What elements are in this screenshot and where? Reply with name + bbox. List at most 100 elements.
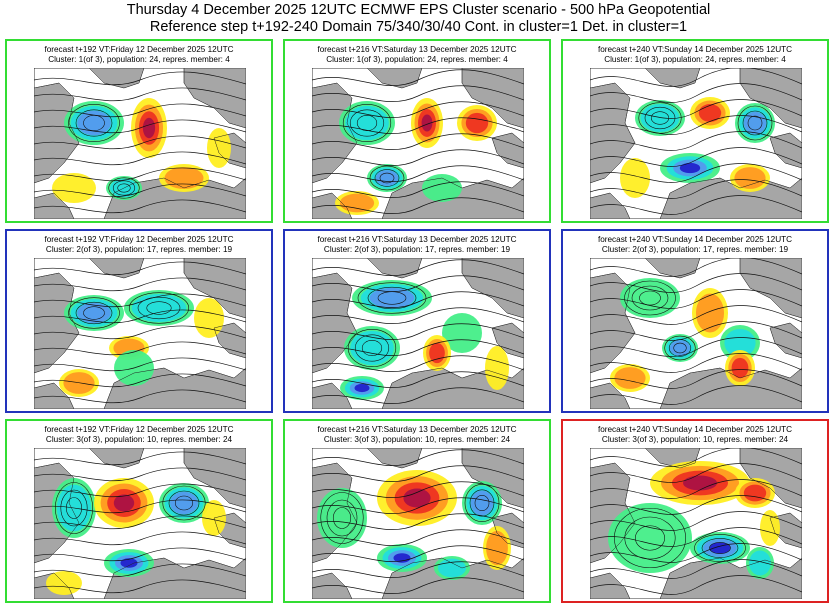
positive-anomaly-area <box>465 112 489 134</box>
geopotential-contour <box>312 339 524 356</box>
geopotential-contour <box>34 373 246 388</box>
geopotential-contour <box>34 119 246 134</box>
panel-cluster-caption: Cluster: 2(of 3), population: 17, repres… <box>45 245 233 254</box>
geopotential-contour <box>469 489 495 517</box>
cluster-panel: forecast t+240 VT:Sunday 14 December 202… <box>561 229 829 413</box>
positive-anomaly-area <box>52 173 96 203</box>
geopotential-contour <box>590 479 802 499</box>
geopotential-contour <box>168 490 200 516</box>
geopotential-contour <box>590 543 802 563</box>
geopotential-contour <box>590 179 802 199</box>
geopotential-contour <box>634 525 665 551</box>
panel-forecast-caption: forecast t+240 VT:Sunday 14 December 202… <box>597 425 793 434</box>
panel-cluster-caption: Cluster: 1(of 3), population: 24, repres… <box>604 55 786 64</box>
geopotential-contour <box>312 529 524 546</box>
geopotential-contour <box>590 463 802 483</box>
panel-forecast-caption: forecast t+192 VT:Friday 12 December 202… <box>44 45 234 54</box>
geopotential-contour <box>590 559 802 579</box>
panel-cluster-caption: Cluster: 1(of 3), population: 24, repres… <box>326 55 508 64</box>
negative-anomaly-area <box>669 340 691 356</box>
negative-anomaly-area <box>724 328 756 358</box>
panel-forecast-caption: forecast t+216 VT:Saturday 13 December 2… <box>317 45 517 54</box>
geopotential-contour <box>312 387 524 404</box>
panel-cluster-caption: Cluster: 3(of 3), population: 10, repres… <box>601 435 789 444</box>
negative-anomaly-area <box>679 162 701 174</box>
positive-anomaly-area <box>339 193 375 213</box>
geopotential-contour <box>590 321 802 341</box>
geopotential-contour <box>312 291 524 308</box>
negative-anomaly-area <box>170 491 198 515</box>
positive-anomaly-area <box>760 510 780 546</box>
positive-anomaly-area <box>113 494 135 512</box>
geopotential-contour <box>590 305 802 325</box>
geopotential-contour <box>379 172 395 184</box>
negative-anomaly-area <box>354 383 370 393</box>
geopotential-contour <box>75 301 113 325</box>
geopotential-contour <box>638 102 682 134</box>
panel-forecast-caption: forecast t+216 VT:Saturday 13 December 2… <box>317 425 517 434</box>
geopotential-contour <box>349 109 385 137</box>
positive-anomaly-area <box>142 117 156 139</box>
negative-anomaly-area <box>77 110 111 136</box>
geopotential-contour <box>34 325 246 340</box>
geopotential-contour <box>312 497 524 514</box>
negative-anomaly-area <box>608 503 692 573</box>
geopotential-contour <box>590 337 802 357</box>
geopotential-contour <box>34 547 246 562</box>
geopotential-contour <box>374 169 400 187</box>
geopotential-contour <box>128 292 190 324</box>
negative-anomaly-area <box>120 558 138 568</box>
geopotential-contour <box>312 513 524 530</box>
geopotential-contour <box>590 99 802 119</box>
positive-anomaly-area <box>207 128 231 168</box>
geopotential-map <box>34 68 246 219</box>
cluster-panel: forecast t+240 VT:Sunday 14 December 202… <box>561 419 829 603</box>
geopotential-contour <box>312 371 524 388</box>
negative-anomaly-area <box>375 170 399 186</box>
positive-anomaly-area <box>164 167 204 189</box>
positive-anomaly-area <box>734 167 766 189</box>
negative-anomaly-area <box>442 313 482 353</box>
positive-anomaly-area <box>695 293 725 333</box>
positive-anomaly-area <box>698 104 722 122</box>
geopotential-contour <box>590 369 802 389</box>
geopotential-contour <box>367 286 417 310</box>
panel-forecast-caption: forecast t+240 VT:Sunday 14 December 202… <box>597 45 793 54</box>
geopotential-contour <box>590 273 802 293</box>
panel-forecast-caption: forecast t+192 VT:Friday 12 December 202… <box>44 425 234 434</box>
positive-anomaly-area <box>429 342 445 364</box>
geopotential-contour <box>590 83 802 103</box>
negative-anomaly-area <box>345 105 389 141</box>
geopotential-contour <box>354 334 390 362</box>
geopotential-map <box>590 258 802 409</box>
geopotential-contour <box>312 307 524 324</box>
cluster-panel: forecast t+216 VT:Saturday 13 December 2… <box>283 419 551 603</box>
geopotential-contour <box>312 149 524 166</box>
geopotential-contour <box>320 492 364 544</box>
geopotential-contour <box>624 280 676 316</box>
geopotential-map <box>312 68 524 219</box>
geopotential-contour <box>34 293 246 308</box>
geopotential-contour <box>68 103 120 143</box>
positive-anomaly-area <box>485 346 509 390</box>
geopotential-contour <box>644 106 676 130</box>
geopotential-map <box>312 448 524 599</box>
panel-cluster-caption: Cluster: 2(of 3), population: 17, repres… <box>601 245 789 254</box>
geopotential-contour <box>312 561 524 578</box>
geopotential-contour <box>137 296 181 320</box>
geopotential-contour <box>312 545 524 562</box>
geopotential-map <box>34 448 246 599</box>
geopotential-contour <box>668 339 692 357</box>
geopotential-contour <box>624 516 676 560</box>
geopotential-contour <box>312 197 524 214</box>
geopotential-contour <box>54 482 94 534</box>
negative-anomaly-area <box>317 488 367 548</box>
geopotential-contour <box>312 275 524 292</box>
positive-anomaly-area <box>683 475 717 491</box>
geopotential-map <box>312 258 524 409</box>
cluster-panel: forecast t+192 VT:Friday 12 December 202… <box>5 229 273 413</box>
panel-cluster-caption: Cluster: 1(of 3), population: 24, repres… <box>48 55 230 64</box>
geopotential-contour <box>464 483 500 523</box>
panel-forecast-caption: forecast t+240 VT:Sunday 14 December 202… <box>597 235 793 244</box>
geopotential-contour <box>357 282 427 314</box>
